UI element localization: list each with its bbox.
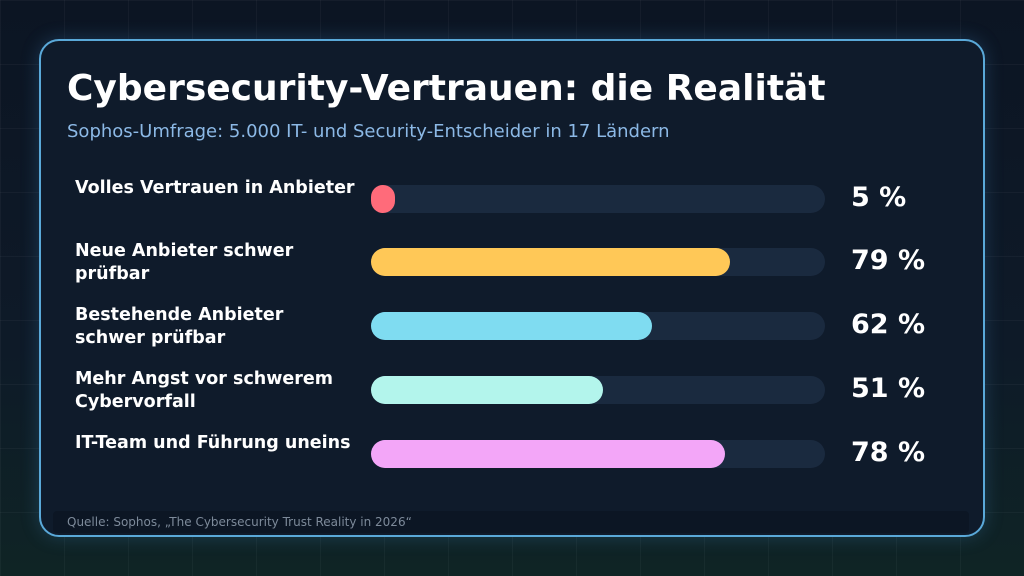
bar-value-label: 79 % xyxy=(851,245,926,276)
bar-label: Bestehende Anbieter schwer prüfbar xyxy=(75,305,284,348)
bar xyxy=(371,185,395,213)
chart-card: Cybersecurity-Vertrauen: die Realität So… xyxy=(39,39,985,537)
bar-track xyxy=(371,312,825,340)
bar-label: Mehr Angst vor schwerem Cybervorfall xyxy=(75,369,334,412)
bar-label: IT-Team und Führung uneins xyxy=(75,433,351,453)
bar-value-label: 5 % xyxy=(851,182,907,213)
bar-label: Neue Anbieter schwer prüfbar xyxy=(75,241,294,284)
bar-value-label: 51 % xyxy=(851,373,926,404)
bar xyxy=(371,312,653,340)
bar-track xyxy=(371,440,825,468)
bar-row: Mehr Angst vor schwerem Cybervorfall 51 … xyxy=(41,361,981,417)
bar-value-label: 78 % xyxy=(851,437,926,468)
bar-track xyxy=(371,185,825,213)
bar xyxy=(371,440,726,468)
bar-row: Neue Anbieter schwer prüfbar 79 % xyxy=(41,233,981,289)
bar-row: Volles Vertrauen in Anbieter 5 % xyxy=(41,170,981,226)
bar-track xyxy=(371,376,825,404)
bar xyxy=(371,248,730,276)
bar-row: IT-Team und Führung uneins 78 % xyxy=(41,425,981,481)
chart-title: Cybersecurity-Vertrauen: die Realität xyxy=(67,68,826,109)
bar-label: Volles Vertrauen in Anbieter xyxy=(75,178,355,198)
bar-row: Bestehende Anbieter schwer prüfbar 62 % xyxy=(41,297,981,353)
chart-subtitle: Sophos-Umfrage: 5.000 IT- und Security-E… xyxy=(67,121,670,142)
source-note: Quelle: Sophos, „The Cybersecurity Trust… xyxy=(53,511,969,533)
bar-track xyxy=(371,248,825,276)
bar-value-label: 62 % xyxy=(851,309,926,340)
bar xyxy=(371,376,603,404)
